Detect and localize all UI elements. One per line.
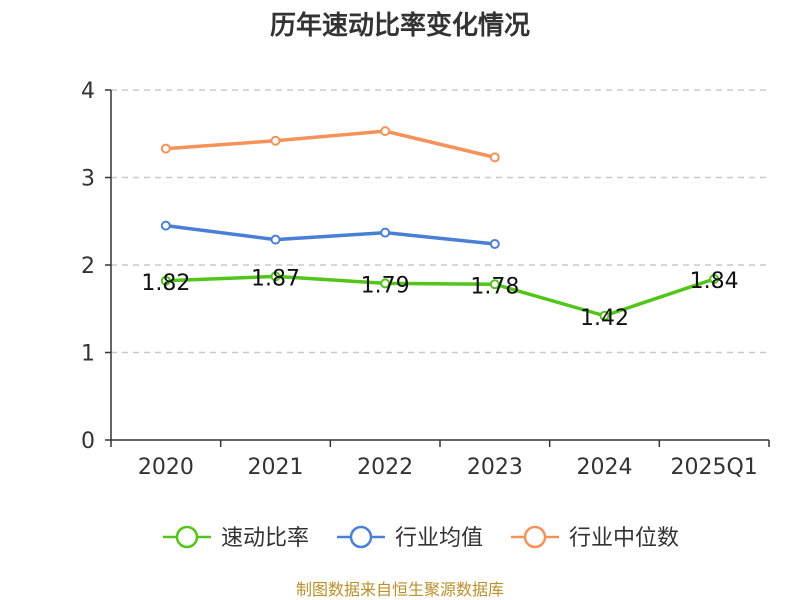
x-tick-label-2025Q1: 2025Q1	[671, 455, 758, 480]
x-tick-label-2024: 2024	[577, 455, 633, 480]
data-point-速动比率-2022	[380, 278, 391, 289]
data-point-行业中位数-2023	[489, 152, 500, 163]
x-tick-label-2022: 2022	[357, 455, 413, 480]
legend-marker	[175, 525, 199, 549]
data-label-2022: 1.79	[361, 273, 410, 298]
data-point-速动比率-2021	[270, 271, 281, 282]
y-tick-label-1: 1	[81, 342, 95, 367]
legend-label: 速动比率	[221, 526, 309, 551]
data-point-速动比率-2024	[599, 310, 610, 321]
data-point-速动比率-2023	[489, 279, 500, 290]
data-point-行业均值-2022	[380, 227, 391, 238]
data-point-行业中位数-2022	[380, 126, 391, 137]
data-point-速动比率-2025Q1	[709, 274, 720, 284]
legend-label: 行业均值	[395, 526, 483, 551]
source-note: 制图数据来自恒生聚源数据库	[296, 580, 504, 599]
legend-marker	[349, 525, 373, 549]
series-layer	[160, 126, 720, 321]
x-tick-label-2021: 2021	[248, 455, 304, 480]
data-point-行业均值-2020	[160, 220, 171, 231]
y-tick-label-3: 3	[81, 167, 95, 192]
legend-label: 行业中位数	[569, 526, 679, 551]
data-label-2021: 1.87	[251, 266, 300, 291]
data-label-layer: 1.82 1.87 1.79 1.78 1.42 1.84	[141, 266, 738, 330]
data-point-行业中位数-2020	[160, 143, 171, 154]
chart-title: 历年速动比率变化情况	[270, 10, 530, 41]
x-tick-label-2020: 2020	[138, 455, 194, 480]
data-point-行业均值-2021	[270, 234, 281, 245]
data-label-2024: 1.42	[580, 306, 629, 331]
data-label-2025Q1: 1.84	[690, 269, 739, 294]
axis-layer: 0 1 2 3 4 2020 2021 2022 2023 2024 2025Q1	[81, 79, 770, 480]
legend-item-行业中位数: 行业中位数	[511, 525, 679, 551]
series-line-行业中位数	[164, 129, 497, 160]
series-line-速动比率	[164, 274, 716, 318]
data-label-2020: 1.82	[141, 271, 190, 296]
grid-layer	[111, 89, 769, 354]
legend-item-速动比率: 速动比率	[163, 525, 309, 551]
data-point-行业均值-2023	[489, 239, 500, 249]
data-label-2023: 1.78	[470, 274, 519, 299]
legend-marker	[523, 525, 547, 549]
y-tick-label-0: 0	[81, 429, 95, 454]
y-tick-label-2: 2	[81, 254, 95, 279]
legend: 速动比率 行业均值 行业中位数	[163, 525, 679, 551]
series-line-行业均值	[164, 223, 497, 246]
legend-item-行业均值: 行业均值	[337, 525, 483, 551]
data-point-速动比率-2020	[160, 275, 171, 286]
data-point-行业中位数-2021	[270, 135, 281, 146]
x-tick-label-2023: 2023	[467, 455, 523, 480]
y-tick-label-4: 4	[81, 79, 95, 104]
